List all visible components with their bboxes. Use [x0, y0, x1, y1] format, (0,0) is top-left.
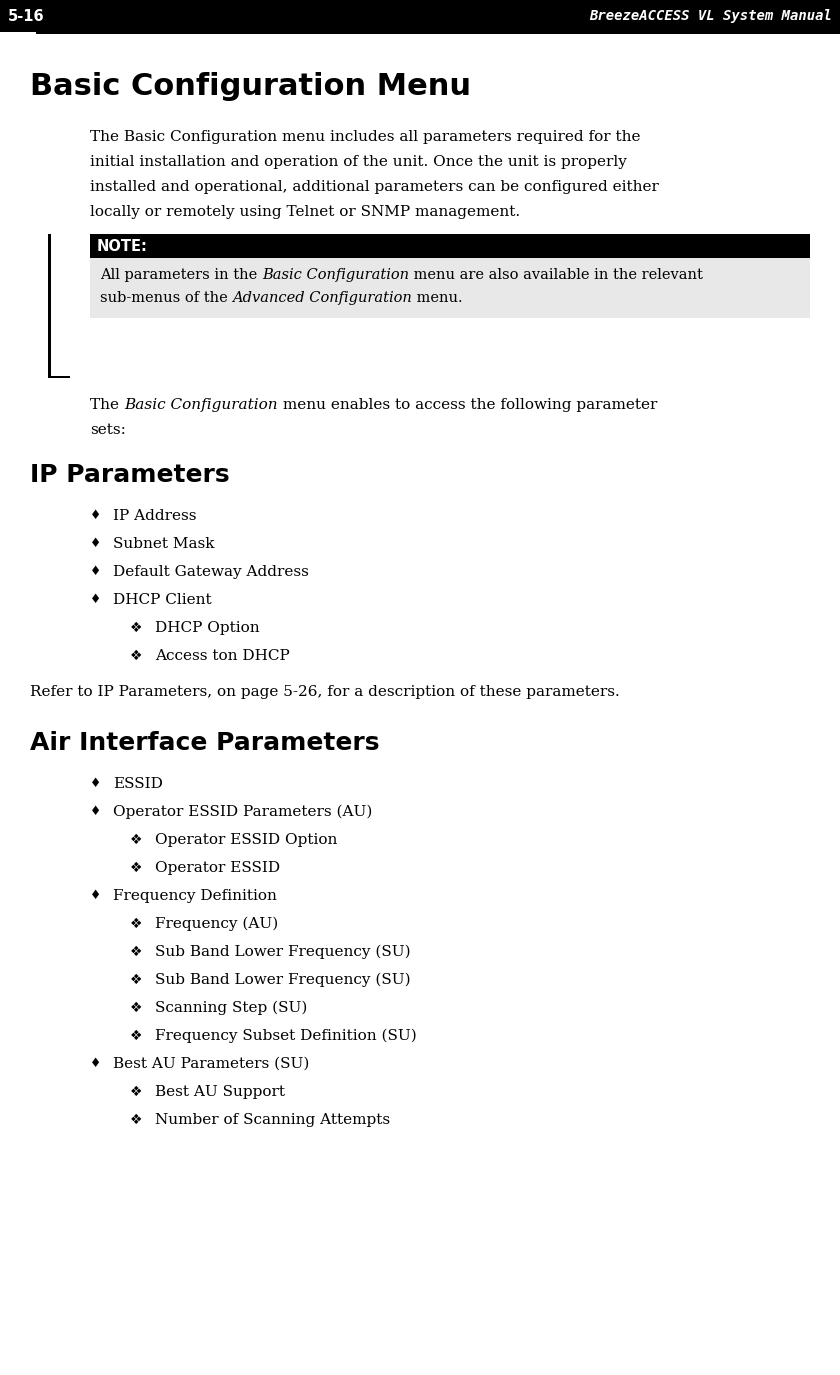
Bar [90, 234, 810, 258]
Text: ❖: ❖ [130, 1112, 143, 1127]
Text: Sub Band Lower Frequency (SU): Sub Band Lower Frequency (SU) [155, 945, 411, 960]
Text: Sub Band Lower Frequency (SU): Sub Band Lower Frequency (SU) [155, 974, 411, 987]
Text: ♦: ♦ [90, 538, 102, 550]
Text: DHCP Client: DHCP Client [113, 593, 212, 606]
Text: ❖: ❖ [130, 1001, 143, 1015]
Bar [48, 375, 70, 378]
Text: ❖: ❖ [130, 861, 143, 874]
Text: The: The [90, 397, 123, 412]
Text: ♦: ♦ [90, 509, 102, 522]
Text: ❖: ❖ [130, 1028, 143, 1044]
Bar [0, 0, 840, 32]
Text: Access ton DHCP: Access ton DHCP [155, 649, 290, 663]
Text: NOTE:: NOTE: [97, 238, 148, 253]
Text: Scanning Step (SU): Scanning Step (SU) [155, 1001, 307, 1015]
Text: ESSID: ESSID [113, 777, 163, 791]
Text: ❖: ❖ [130, 974, 143, 987]
Text: DHCP Option: DHCP Option [155, 622, 260, 635]
Text: IP Parameters: IP Parameters [30, 463, 229, 487]
Text: The Basic Configuration menu includes all parameters required for the: The Basic Configuration menu includes al… [90, 131, 641, 144]
Text: ♦: ♦ [90, 593, 102, 606]
Text: Air Interface Parameters: Air Interface Parameters [30, 732, 380, 755]
Text: 5-16: 5-16 [8, 8, 45, 23]
Text: Frequency Subset Definition (SU): Frequency Subset Definition (SU) [155, 1028, 417, 1044]
Text: Operator ESSID Option: Operator ESSID Option [155, 833, 338, 847]
Text: Basic Configuration Menu: Basic Configuration Menu [30, 72, 471, 100]
Bar [90, 258, 810, 318]
Text: Frequency Definition: Frequency Definition [113, 890, 277, 903]
Text: Number of Scanning Attempts: Number of Scanning Attempts [155, 1112, 390, 1127]
Text: ♦: ♦ [90, 1057, 102, 1070]
Text: menu are also available in the relevant: menu are also available in the relevant [409, 268, 703, 282]
Text: menu enables to access the following parameter: menu enables to access the following par… [277, 397, 657, 412]
Bar [36, 32, 840, 33]
Bar [48, 234, 50, 378]
Text: ❖: ❖ [130, 1085, 143, 1099]
Text: ❖: ❖ [130, 945, 143, 958]
Text: ♦: ♦ [90, 777, 102, 791]
Text: ♦: ♦ [90, 804, 102, 818]
Text: Advanced Configuration: Advanced Configuration [233, 292, 412, 305]
Text: IP Address: IP Address [113, 509, 197, 522]
Text: ❖: ❖ [130, 917, 143, 931]
Text: Best AU Parameters (SU): Best AU Parameters (SU) [113, 1057, 309, 1071]
Text: ❖: ❖ [130, 833, 143, 847]
Text: Basic Configuration: Basic Configuration [123, 397, 277, 412]
Text: initial installation and operation of the unit. Once the unit is properly: initial installation and operation of th… [90, 155, 627, 169]
Text: Operator ESSID Parameters (AU): Operator ESSID Parameters (AU) [113, 804, 372, 820]
Text: locally or remotely using Telnet or SNMP management.: locally or remotely using Telnet or SNMP… [90, 205, 520, 219]
Text: Subnet Mask: Subnet Mask [113, 538, 214, 551]
Text: Refer to IP Parameters, on page 5-26, for a description of these parameters.: Refer to IP Parameters, on page 5-26, fo… [30, 685, 620, 698]
Text: Basic Configuration: Basic Configuration [262, 268, 409, 282]
Text: ♦: ♦ [90, 565, 102, 578]
Text: sub-menus of the: sub-menus of the [100, 292, 233, 305]
Text: sets:: sets: [90, 424, 126, 437]
Text: Operator ESSID: Operator ESSID [155, 861, 280, 874]
Text: Default Gateway Address: Default Gateway Address [113, 565, 309, 579]
Text: ❖: ❖ [130, 622, 143, 635]
Text: Best AU Support: Best AU Support [155, 1085, 285, 1099]
Text: All parameters in the: All parameters in the [100, 268, 262, 282]
Text: ❖: ❖ [130, 649, 143, 663]
Text: BreezeACCESS VL System Manual: BreezeACCESS VL System Manual [589, 10, 832, 23]
Text: installed and operational, additional parameters can be configured either: installed and operational, additional pa… [90, 180, 659, 194]
Text: ♦: ♦ [90, 890, 102, 902]
Text: Frequency (AU): Frequency (AU) [155, 917, 278, 931]
Text: menu.: menu. [412, 292, 463, 305]
